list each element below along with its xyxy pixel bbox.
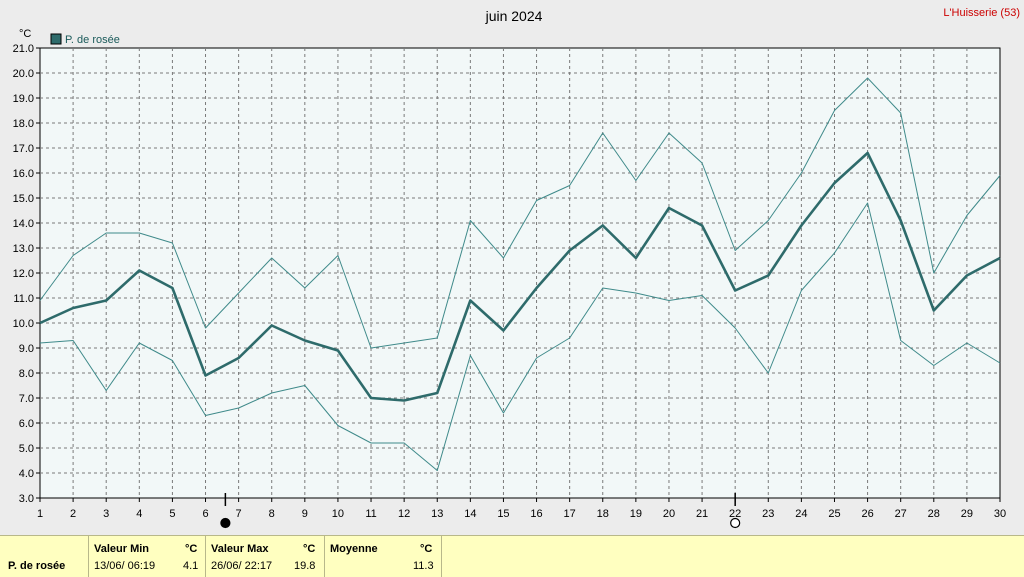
chart-title: juin 2024	[485, 8, 543, 24]
x-tick-label: 30	[994, 508, 1006, 520]
stats-max-unit: °C	[303, 543, 316, 555]
y-axis: 3.0 4.0 5.0 6.0 7.0 8.0 9.0 10.0 11.0 12.0 13.0 14.…	[13, 43, 40, 505]
y-tick-label: 5.0	[19, 443, 34, 455]
x-tick-label: 27	[895, 508, 907, 520]
y-tick-label: 4.0	[19, 468, 34, 480]
x-tick-label: 23	[762, 508, 774, 520]
y-tick-label: 3.0	[19, 493, 34, 505]
y-tick-label: 8.0	[19, 368, 34, 380]
x-tick-label: 25	[828, 508, 840, 520]
stats-min-value: 4.1	[183, 560, 199, 572]
stats-panel: P. de rosée Valeur Min °C 13/06/ 06:19 4…	[0, 535, 1024, 577]
series-line-min	[39, 202, 1001, 471]
series-line-max	[39, 77, 1001, 349]
legend-swatch	[50, 33, 62, 45]
y-tick-label: 11.0	[13, 293, 34, 305]
x-tick-label: 8	[269, 508, 275, 520]
stats-min-cell: Valeur Min °C 13/06/ 06:19 4.1	[88, 536, 206, 577]
y-tick-label: 9.0	[19, 343, 34, 355]
series-line-mean	[39, 151, 1001, 402]
y-tick-label: 21.0	[13, 43, 34, 55]
y-tick-label: 17.0	[13, 143, 34, 155]
station-label: L'Huisserie (53)	[943, 7, 1020, 19]
x-tick-label: 11	[365, 508, 376, 520]
stats-mean-header: Moyenne	[330, 543, 378, 555]
x-tick-label: 22	[729, 508, 741, 520]
stats-mean-cell: Moyenne °C 11.3	[324, 536, 442, 577]
x-tick-label: 19	[630, 508, 642, 520]
x-tick-label: 21	[696, 508, 708, 520]
moon-markers	[220, 493, 741, 529]
x-tick-label: 5	[169, 508, 175, 520]
x-tick-label: 29	[961, 508, 973, 520]
stats-min-header: Valeur Min	[94, 543, 150, 555]
stats-max-value: 19.8	[294, 560, 316, 572]
stats-mean-unit: °C	[420, 543, 433, 555]
y-unit-label: °C	[19, 28, 31, 40]
x-tick-label: 6	[202, 508, 208, 520]
x-tick-label: 17	[564, 508, 576, 520]
full-moon-icon	[730, 517, 741, 529]
y-tick-label: 19.0	[13, 93, 34, 105]
y-tick-label: 10.0	[13, 318, 34, 330]
x-tick-label: 7	[236, 508, 242, 520]
x-tick-label: 4	[136, 508, 142, 520]
y-tick-label: 14.0	[13, 218, 34, 230]
stats-min-unit: °C	[185, 543, 198, 555]
y-tick-label: 13.0	[13, 243, 34, 255]
grid	[40, 48, 1000, 498]
x-tick-label: 16	[530, 508, 542, 520]
y-tick-label: 6.0	[19, 418, 34, 430]
x-tick-label: 14	[464, 508, 476, 520]
x-tick-label: 2	[70, 508, 76, 520]
dewpoint-chart: juin 2024 L'Huisserie (53) °C P. de rosé…	[13, 7, 1020, 529]
stats-row-label: P. de rosée	[8, 560, 66, 572]
x-tick-label: 28	[928, 508, 940, 520]
x-tick-label: 15	[497, 508, 509, 520]
x-tick-label: 24	[795, 508, 807, 520]
x-tick-label: 20	[663, 508, 675, 520]
stats-mean-value: 11.3	[413, 560, 434, 572]
x-tick-label: 10	[332, 508, 344, 520]
new-moon-icon	[220, 517, 231, 529]
x-axis: 1 2 3 4 5 6 7 8 9 10 11 12 13 14 15 16 17 18 19 20 21 22 23 24 2…	[37, 498, 1006, 520]
y-tick-label: 18.0	[13, 118, 34, 130]
stats-row-label-cell: P. de rosée	[0, 536, 89, 577]
y-tick-label: 15.0	[13, 193, 34, 205]
y-tick-label: 12.0	[13, 268, 34, 280]
x-tick-label: 1	[37, 508, 43, 520]
y-tick-label: 7.0	[19, 393, 34, 405]
stats-max-cell: Valeur Max °C 26/06/ 22:17 19.8	[205, 536, 325, 577]
x-tick-label: 9	[302, 508, 308, 520]
stats-min-date: 13/06/ 06:19	[94, 560, 156, 572]
x-tick-label: 3	[103, 508, 109, 520]
x-tick-label: 26	[861, 508, 873, 520]
x-tick-label: 12	[398, 508, 410, 520]
series-lines	[39, 77, 1001, 471]
stats-max-date: 26/06/ 22:17	[211, 560, 273, 572]
y-tick-label: 16.0	[13, 168, 34, 180]
y-tick-label: 20.0	[13, 68, 34, 80]
x-tick-label: 13	[431, 508, 443, 520]
stats-max-header: Valeur Max	[211, 543, 269, 555]
x-tick-label: 18	[597, 508, 609, 520]
legend-label: P. de rosée	[65, 34, 120, 46]
